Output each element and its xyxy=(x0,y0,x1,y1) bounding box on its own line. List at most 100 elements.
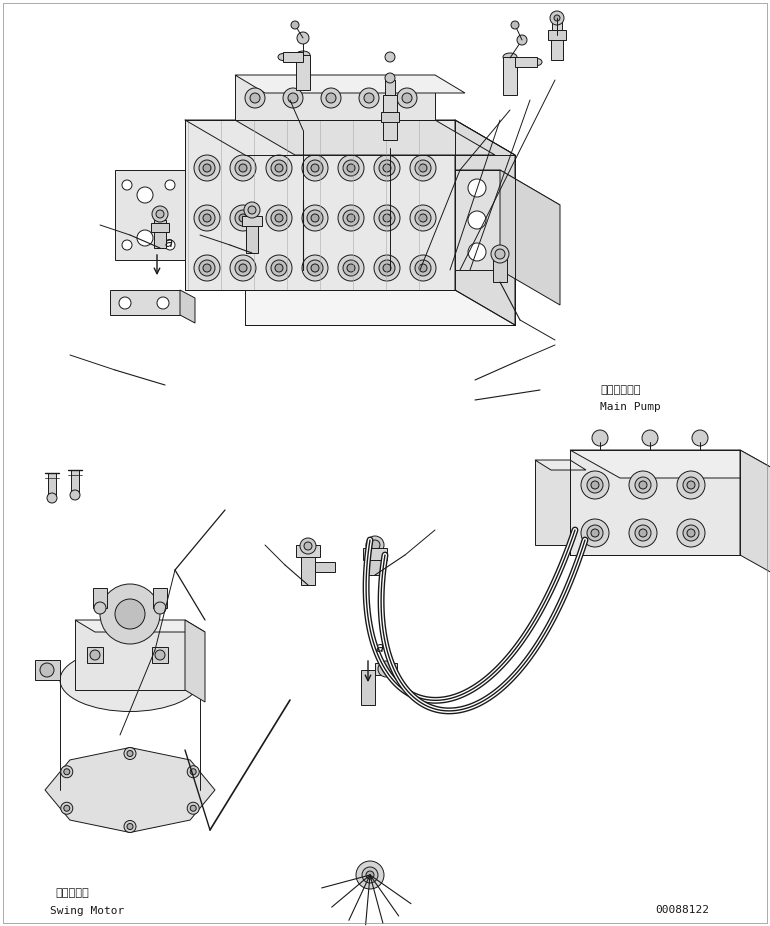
Bar xyxy=(48,473,56,498)
Bar xyxy=(283,52,303,62)
Circle shape xyxy=(122,180,132,190)
Circle shape xyxy=(230,255,256,281)
Bar xyxy=(87,647,103,663)
Circle shape xyxy=(311,214,319,222)
Circle shape xyxy=(190,806,196,811)
Circle shape xyxy=(374,155,400,181)
Circle shape xyxy=(187,802,199,814)
Circle shape xyxy=(300,538,316,554)
Bar xyxy=(153,588,167,608)
Polygon shape xyxy=(75,620,205,632)
Polygon shape xyxy=(455,170,500,270)
Circle shape xyxy=(235,160,251,176)
Circle shape xyxy=(297,32,309,44)
Circle shape xyxy=(587,477,603,493)
Circle shape xyxy=(199,160,215,176)
Circle shape xyxy=(248,206,256,214)
Circle shape xyxy=(338,205,364,231)
Ellipse shape xyxy=(278,54,288,60)
Circle shape xyxy=(635,525,651,541)
Circle shape xyxy=(266,205,292,231)
Bar xyxy=(296,55,310,90)
Bar xyxy=(551,35,563,60)
Circle shape xyxy=(379,210,395,226)
Bar xyxy=(315,562,335,572)
Circle shape xyxy=(419,164,427,172)
Bar xyxy=(151,223,169,232)
Circle shape xyxy=(165,240,175,250)
Circle shape xyxy=(70,490,80,500)
Circle shape xyxy=(127,823,133,830)
Circle shape xyxy=(592,430,608,446)
Circle shape xyxy=(239,264,247,272)
Circle shape xyxy=(410,205,436,231)
Circle shape xyxy=(639,529,647,537)
Circle shape xyxy=(419,214,427,222)
Polygon shape xyxy=(500,170,560,305)
Circle shape xyxy=(347,214,355,222)
Circle shape xyxy=(302,155,328,181)
Circle shape xyxy=(385,73,395,83)
Circle shape xyxy=(415,210,431,226)
Circle shape xyxy=(683,525,699,541)
Circle shape xyxy=(194,255,220,281)
Circle shape xyxy=(137,230,153,246)
Circle shape xyxy=(359,88,379,108)
Circle shape xyxy=(343,160,359,176)
Circle shape xyxy=(338,255,364,281)
Circle shape xyxy=(677,519,705,547)
Circle shape xyxy=(61,802,73,814)
Circle shape xyxy=(47,493,57,503)
Circle shape xyxy=(402,93,412,103)
Circle shape xyxy=(468,179,486,197)
Bar xyxy=(503,57,517,95)
Circle shape xyxy=(271,260,287,276)
Circle shape xyxy=(266,255,292,281)
Circle shape xyxy=(203,214,211,222)
Circle shape xyxy=(64,806,70,811)
Circle shape xyxy=(343,260,359,276)
Polygon shape xyxy=(180,290,195,323)
Circle shape xyxy=(415,260,431,276)
Circle shape xyxy=(239,164,247,172)
Circle shape xyxy=(203,164,211,172)
Circle shape xyxy=(230,155,256,181)
Circle shape xyxy=(40,663,54,677)
Circle shape xyxy=(291,21,299,29)
Circle shape xyxy=(692,430,708,446)
Bar xyxy=(246,223,258,253)
Bar xyxy=(381,112,399,122)
Circle shape xyxy=(468,243,486,261)
Circle shape xyxy=(124,820,136,832)
Circle shape xyxy=(366,536,384,554)
Circle shape xyxy=(683,477,699,493)
Bar xyxy=(383,95,397,140)
Polygon shape xyxy=(185,620,205,702)
Circle shape xyxy=(199,210,215,226)
Text: メインポンプ: メインポンプ xyxy=(600,385,641,395)
Polygon shape xyxy=(110,290,180,315)
Circle shape xyxy=(517,35,527,45)
Circle shape xyxy=(230,205,256,231)
Bar xyxy=(301,555,315,585)
Bar xyxy=(152,647,168,663)
Polygon shape xyxy=(455,170,560,205)
Circle shape xyxy=(491,245,509,263)
Polygon shape xyxy=(740,450,770,583)
Text: 旋回モータ: 旋回モータ xyxy=(55,888,89,898)
Circle shape xyxy=(137,187,153,203)
Text: a: a xyxy=(376,641,384,655)
Circle shape xyxy=(194,155,220,181)
Circle shape xyxy=(362,867,378,883)
Circle shape xyxy=(115,599,145,629)
Text: a: a xyxy=(165,236,173,250)
Circle shape xyxy=(415,160,431,176)
Circle shape xyxy=(383,264,391,272)
Circle shape xyxy=(275,164,283,172)
Circle shape xyxy=(307,210,323,226)
Polygon shape xyxy=(45,747,215,832)
Polygon shape xyxy=(455,120,515,325)
Circle shape xyxy=(156,210,164,218)
Circle shape xyxy=(378,661,394,677)
Circle shape xyxy=(495,249,505,259)
